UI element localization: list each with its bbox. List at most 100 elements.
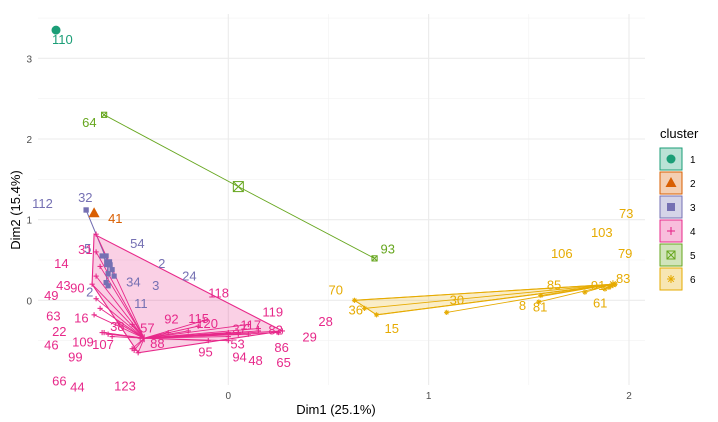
x-axis-title: Dim1 (25.1%) [296,402,375,417]
cluster-6-point [444,309,450,316]
point-label: 99 [68,350,82,365]
point-label: 106 [551,246,573,261]
point-label: 83 [616,271,630,286]
cluster-6-link [538,283,614,303]
cluster-6-centroid [608,280,617,289]
legend-label: 5 [690,251,696,262]
point-label: 81 [533,299,547,314]
cluster-5-point [371,255,378,262]
legend-item: 1 [659,147,696,171]
y-tick-label: 0 [26,296,32,307]
point-label: 44 [70,379,84,394]
cluster-6-link [364,283,613,309]
point-label: 66 [52,374,66,389]
point-label: 73 [619,206,633,221]
cluster-4-point [93,273,99,279]
legend-item: 6 [659,267,696,291]
cluster-4-point [135,350,141,356]
point-label: 29 [302,330,316,345]
cluster-3-point [99,253,105,259]
cluster-4-point [91,312,97,318]
legend-label: 1 [690,155,696,166]
cluster-4-link [95,275,145,339]
point-label: 43 [56,278,70,293]
point-label: 49 [44,288,58,303]
point-label: 53 [230,337,244,352]
cluster-4-point [235,331,241,337]
point-label: 64 [82,115,96,130]
cluster-4-point [275,329,281,336]
legend-key-1 [666,154,676,164]
cluster-4-link [95,233,145,339]
legend-key-5 [666,250,676,260]
point-label: 34 [126,275,140,290]
point-label: 85 [547,277,561,292]
point-label: 110 [52,32,73,47]
y-axis-ticks: 0 1 2 3 [26,54,32,307]
cluster-3-point [83,207,89,213]
cluster-3-point [109,267,115,273]
point-label: 107 [92,337,114,352]
point-label: 92 [164,312,178,327]
cluster-4-point [165,329,171,336]
legend-key-4 [667,227,675,235]
cluster-4-link [144,325,199,339]
point-label: 94 [232,350,246,365]
point-label: 86 [274,340,288,355]
cluster-4-point [205,338,211,344]
point-label: 14 [54,256,68,271]
cluster-4-link [144,328,259,339]
point-label: 109 [72,335,94,350]
cluster-3-point [105,271,111,277]
legend-item: 5 [659,243,696,267]
cluster-3-point [105,283,111,289]
point-label: 54 [130,236,144,251]
cluster-4-point [225,334,231,340]
y-axis-title: Dim2 (15.4%) [8,170,23,249]
cluster-4-point [129,321,135,328]
point-label: 119 [262,305,283,320]
point-label: 63 [46,309,60,324]
cluster-4-link [144,337,229,342]
point-label: 46 [44,338,58,353]
cluster-4-point [97,305,103,311]
point-label: 8 [519,298,526,313]
point-label: 3 [152,278,159,293]
cluster-4-point [109,334,115,340]
legend-item: 2 [659,171,696,195]
cluster-6-point [351,297,358,303]
cluster-6-link [354,283,613,301]
point-label: 70 [329,282,343,297]
cluster-4-point [245,331,251,337]
legend-key-3 [667,203,675,211]
cluster-4-point [93,296,99,302]
cluster-5-link [103,114,239,187]
point-label: 91 [591,278,605,293]
cluster-5-centroid [232,181,244,193]
cluster-4-link [144,332,279,339]
point-label: 38 [110,319,124,334]
cluster-6-point [536,299,542,305]
cluster-4-point [97,263,103,270]
x-tick-label: 2 [626,391,632,402]
legend: cluster 1 2 3 4 5 6 [659,126,699,291]
cluster-4-link [93,314,145,339]
point-label: 22 [52,324,66,339]
y-tick-label: 2 [26,135,32,146]
cluster-4-point [279,328,286,334]
x-tick-label: 1 [426,391,432,402]
x-tick-label: 0 [226,391,232,402]
cluster-4-link [95,251,145,339]
legend-key-6 [667,275,675,283]
legend-label: 4 [690,227,696,238]
cluster-4-link [99,308,145,339]
cluster-6-link [540,283,614,296]
cluster-4-point [93,231,99,237]
point-label: 103 [591,225,613,240]
point-label: 2 [86,285,93,300]
cluster-4-link [137,338,145,353]
cluster-3-point [103,253,109,259]
cluster-4-point [89,281,95,287]
